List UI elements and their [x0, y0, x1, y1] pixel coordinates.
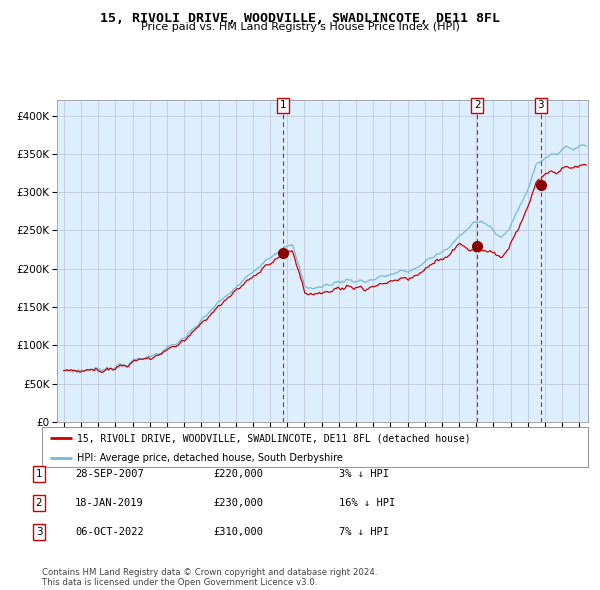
Text: £220,000: £220,000	[213, 469, 263, 478]
Text: 2: 2	[35, 498, 43, 507]
Text: 7% ↓ HPI: 7% ↓ HPI	[339, 527, 389, 536]
Text: 3: 3	[538, 100, 544, 110]
Text: 2: 2	[474, 100, 481, 110]
Text: 15, RIVOLI DRIVE, WOODVILLE, SWADLINCOTE, DE11 8FL: 15, RIVOLI DRIVE, WOODVILLE, SWADLINCOTE…	[100, 12, 500, 25]
Text: 28-SEP-2007: 28-SEP-2007	[75, 469, 144, 478]
Text: HPI: Average price, detached house, South Derbyshire: HPI: Average price, detached house, Sout…	[77, 454, 343, 464]
Text: 06-OCT-2022: 06-OCT-2022	[75, 527, 144, 536]
Text: 1: 1	[280, 100, 286, 110]
Text: 15, RIVOLI DRIVE, WOODVILLE, SWADLINCOTE, DE11 8FL (detached house): 15, RIVOLI DRIVE, WOODVILLE, SWADLINCOTE…	[77, 434, 471, 444]
Text: Price paid vs. HM Land Registry's House Price Index (HPI): Price paid vs. HM Land Registry's House …	[140, 22, 460, 32]
Text: £230,000: £230,000	[213, 498, 263, 507]
Text: Contains HM Land Registry data © Crown copyright and database right 2024.
This d: Contains HM Land Registry data © Crown c…	[42, 568, 377, 587]
Text: £310,000: £310,000	[213, 527, 263, 536]
Text: 3: 3	[35, 527, 43, 536]
Text: 3% ↓ HPI: 3% ↓ HPI	[339, 469, 389, 478]
Text: 16% ↓ HPI: 16% ↓ HPI	[339, 498, 395, 507]
Text: 18-JAN-2019: 18-JAN-2019	[75, 498, 144, 507]
Text: 1: 1	[35, 469, 43, 478]
